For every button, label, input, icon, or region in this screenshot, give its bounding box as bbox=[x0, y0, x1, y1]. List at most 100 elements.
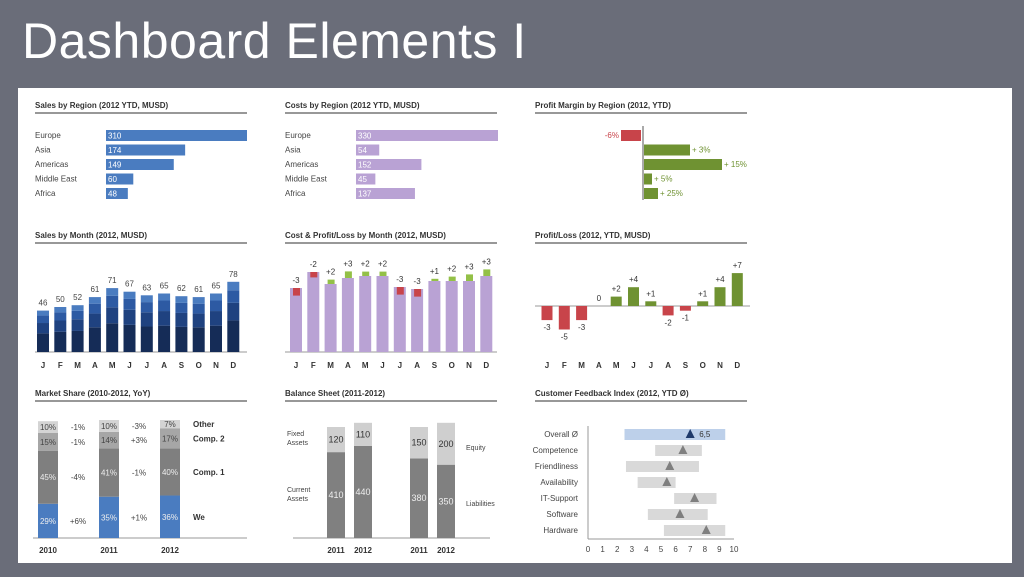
year-label: 2012 bbox=[354, 546, 372, 555]
bar-value-label: + 15% bbox=[724, 160, 747, 169]
bar-segment bbox=[158, 311, 171, 326]
bar-segment bbox=[71, 330, 84, 352]
cost-bar bbox=[376, 276, 389, 352]
month-label: F bbox=[58, 361, 63, 370]
segment-label: 110 bbox=[356, 429, 370, 439]
bar-segment bbox=[175, 296, 188, 303]
chart-title: Sales by Month (2012, MUSD) bbox=[35, 231, 147, 240]
bar-value-label: +1 bbox=[698, 289, 708, 298]
bar-value-label: +3 bbox=[464, 262, 474, 271]
legend-label: Other bbox=[193, 420, 214, 429]
top-segment bbox=[327, 427, 345, 453]
bar-value-label: 0 bbox=[597, 294, 602, 303]
chart-title: Profit Margin by Region (2012, YTD) bbox=[535, 101, 671, 110]
month-label: N bbox=[213, 361, 219, 370]
cost-bar bbox=[307, 272, 320, 352]
segment-label: 14% bbox=[101, 436, 117, 445]
segment-label: 36% bbox=[162, 513, 178, 522]
range-bar bbox=[655, 445, 702, 456]
month-label: J bbox=[649, 361, 653, 370]
bar-value-label: 50 bbox=[56, 295, 65, 304]
yoy-change-label: -1% bbox=[71, 438, 85, 447]
month-label: J bbox=[545, 361, 549, 370]
bar-segment bbox=[227, 320, 240, 352]
equity-label: Equity bbox=[466, 445, 486, 452]
bar-segment bbox=[227, 302, 240, 321]
chart-title: Profit/Loss (2012, YTD, MUSD) bbox=[535, 231, 651, 240]
bar-segment bbox=[123, 324, 136, 352]
category-label: Middle East bbox=[285, 175, 328, 184]
bar bbox=[621, 130, 641, 141]
month-label: A bbox=[92, 361, 98, 370]
month-label: D bbox=[230, 361, 236, 370]
month-label: M bbox=[578, 361, 585, 370]
stack-segment bbox=[38, 421, 58, 433]
segment-label: 29% bbox=[40, 517, 56, 526]
bar bbox=[679, 306, 691, 311]
month-label: J bbox=[631, 361, 635, 370]
cost-bar bbox=[463, 281, 475, 352]
category-label: Competence bbox=[533, 446, 579, 455]
bar-segment bbox=[192, 297, 205, 304]
month-label: J bbox=[294, 361, 298, 370]
tick-label: 0 bbox=[586, 545, 591, 554]
loss-marker bbox=[396, 287, 404, 295]
bar bbox=[714, 287, 726, 306]
month-label: M bbox=[109, 361, 116, 370]
bar-segment bbox=[140, 295, 153, 303]
bar-value-label: -2 bbox=[665, 318, 673, 327]
bar-segment bbox=[123, 291, 136, 299]
bar-value-label: -5 bbox=[561, 333, 569, 342]
month-label: M bbox=[327, 361, 334, 370]
bar bbox=[106, 173, 134, 185]
month-label: O bbox=[700, 361, 706, 370]
month-label: O bbox=[449, 361, 455, 370]
tick-label: 4 bbox=[644, 545, 649, 554]
yoy-change-label: +3% bbox=[131, 436, 147, 445]
tick-label: 10 bbox=[730, 545, 739, 554]
month-label: A bbox=[665, 361, 671, 370]
bar-value-label: 67 bbox=[125, 280, 134, 289]
bar bbox=[356, 188, 415, 199]
chart-title: Balance Sheet (2011-2012) bbox=[285, 389, 385, 398]
category-label: Overall Ø bbox=[544, 430, 578, 439]
loss-marker bbox=[293, 288, 300, 296]
assets-label: Assets bbox=[287, 440, 309, 447]
cost-bar bbox=[480, 276, 493, 352]
liabilities-label: Liabilities bbox=[466, 501, 495, 508]
bar-segment bbox=[210, 293, 222, 301]
legend-label: We bbox=[193, 513, 205, 522]
bar-value-label: -3 bbox=[414, 277, 422, 286]
assets-label: Assets bbox=[287, 496, 309, 503]
bar bbox=[106, 159, 174, 170]
bar-value-label: 330 bbox=[358, 132, 372, 141]
bar-segment bbox=[106, 323, 119, 352]
bar-segment bbox=[210, 325, 222, 352]
bar-segment bbox=[37, 333, 49, 352]
assets-label: Current bbox=[287, 487, 310, 494]
bar-value-label: +7 bbox=[733, 261, 743, 270]
month-label: A bbox=[161, 361, 167, 370]
category-label: Friendliness bbox=[535, 462, 578, 471]
yoy-change-label: +6% bbox=[70, 517, 86, 526]
tick-label: 2 bbox=[615, 545, 620, 554]
bar-segment bbox=[123, 298, 136, 310]
bar-segment bbox=[37, 310, 49, 316]
bar bbox=[356, 130, 498, 141]
stack-segment bbox=[160, 420, 180, 429]
category-label: Software bbox=[546, 510, 578, 519]
bar-value-label: +2 bbox=[612, 285, 622, 294]
cost-bar bbox=[428, 281, 441, 352]
tick-label: 9 bbox=[717, 545, 722, 554]
bar-segment bbox=[37, 323, 49, 334]
bar-value-label: -3 bbox=[396, 275, 404, 284]
bar-value-label: +2 bbox=[378, 260, 388, 269]
bar-value-label: +3 bbox=[343, 259, 353, 268]
segment-label: 17% bbox=[162, 434, 178, 443]
yoy-change-label: -4% bbox=[71, 473, 85, 482]
stack-segment bbox=[99, 496, 119, 538]
month-label: J bbox=[145, 361, 149, 370]
top-segment bbox=[354, 422, 372, 446]
segment-label: 45% bbox=[40, 473, 56, 482]
